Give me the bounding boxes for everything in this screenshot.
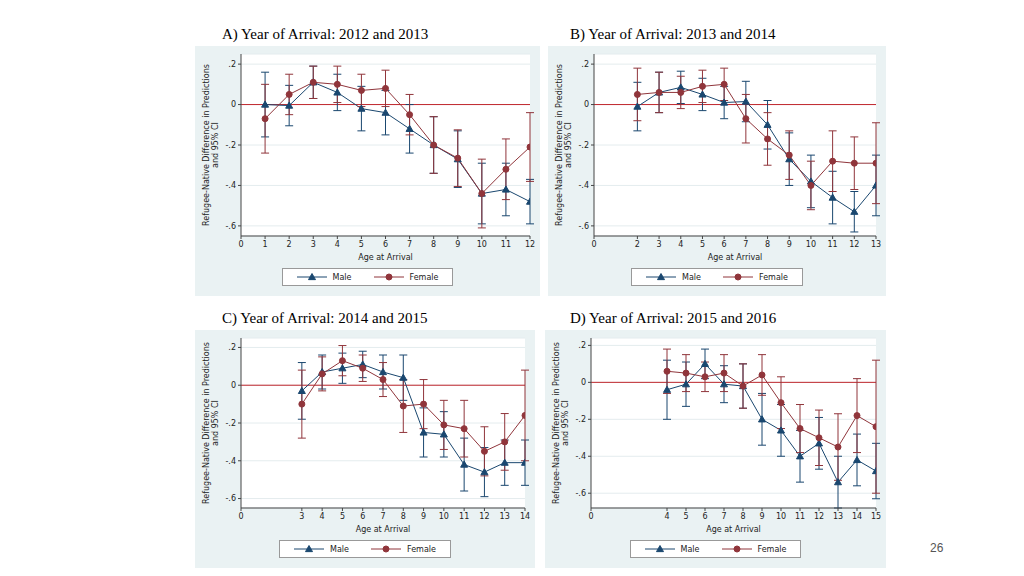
svg-text:13: 13 — [871, 240, 881, 249]
svg-text:10: 10 — [439, 512, 449, 521]
html-text:A) Year of Arrival: 2012 and 2: A) Year of Arrival: 2012 and 2013 — [222, 26, 429, 42]
html-text:26: 26 — [930, 541, 944, 555]
svg-text:5: 5 — [683, 512, 688, 521]
svg-text:Refugee-Native Difference in P: Refugee-Native Difference in Predictions… — [552, 342, 570, 504]
svg-text:5: 5 — [700, 240, 705, 249]
svg-text:-.2: -.2 — [578, 141, 589, 150]
svg-text:12: 12 — [849, 240, 859, 249]
svg-text:-.2: -.2 — [225, 419, 236, 428]
svg-text:0: 0 — [231, 100, 236, 109]
svg-text:Age at Arrival: Age at Arrival — [706, 525, 761, 534]
svg-text:11: 11 — [501, 240, 511, 249]
svg-text:0: 0 — [238, 240, 243, 249]
svg-text:0: 0 — [584, 100, 589, 109]
svg-text:4: 4 — [320, 512, 325, 521]
svg-text:1: 1 — [263, 240, 268, 249]
svg-text:.2: .2 — [581, 60, 589, 69]
html-text:Male: Male — [682, 272, 701, 282]
html-text:Male: Male — [332, 272, 352, 282]
svg-text:-.4: -.4 — [575, 452, 586, 461]
svg-text:-.6: -.6 — [225, 494, 236, 503]
svg-text:6: 6 — [722, 240, 727, 249]
svg-text:8: 8 — [431, 240, 436, 249]
html-text:D) Year of Arrival: 2015 and 2: D) Year of Arrival: 2015 and 2016 — [570, 310, 777, 326]
html-text:C) Year of Arrival: 2014 and 2: C) Year of Arrival: 2014 and 2015 — [222, 310, 428, 326]
svg-text:13: 13 — [500, 512, 510, 521]
svg-text:3: 3 — [299, 512, 304, 521]
svg-text:3: 3 — [657, 240, 662, 249]
svg-text:14: 14 — [852, 512, 862, 521]
svg-text:9: 9 — [421, 512, 426, 521]
svg-text:Refugee-Native Difference in P: Refugee-Native Difference in Predictions… — [202, 342, 220, 504]
svg-text:0: 0 — [588, 512, 593, 521]
svg-text:10: 10 — [477, 240, 487, 249]
svg-text:10: 10 — [806, 240, 816, 249]
svg-text:.2: .2 — [228, 60, 236, 69]
svg-text:12: 12 — [814, 512, 824, 521]
svg-text:7: 7 — [743, 240, 748, 249]
svg-text:6: 6 — [360, 512, 365, 521]
svg-text:-.4: -.4 — [225, 457, 236, 466]
svg-text:3: 3 — [311, 240, 316, 249]
svg-text:4: 4 — [664, 512, 669, 521]
svg-text:.2: .2 — [578, 341, 586, 350]
svg-text:4: 4 — [335, 240, 340, 249]
svg-text:7: 7 — [407, 240, 412, 249]
svg-text:8: 8 — [765, 240, 770, 249]
html-text:Female: Female — [409, 272, 439, 282]
svg-text:0: 0 — [591, 240, 596, 249]
svg-text:7: 7 — [721, 512, 726, 521]
svg-text:9: 9 — [455, 240, 460, 249]
svg-text:11: 11 — [795, 512, 805, 521]
svg-text:4: 4 — [678, 240, 683, 249]
svg-text:Age at Arrival: Age at Arrival — [358, 253, 413, 262]
svg-text:10: 10 — [776, 512, 786, 521]
html-text:B) Year of Arrival: 2013 and 2: B) Year of Arrival: 2013 and 2014 — [570, 26, 776, 42]
svg-text:11: 11 — [459, 512, 469, 521]
svg-text:6: 6 — [383, 240, 388, 249]
svg-text:8: 8 — [401, 512, 406, 521]
svg-text:2: 2 — [287, 240, 292, 249]
svg-text:13: 13 — [833, 512, 843, 521]
html-text:Female: Female — [757, 544, 787, 554]
html-text:Male: Male — [680, 544, 700, 554]
svg-text:6: 6 — [702, 512, 707, 521]
svg-text:-.6: -.6 — [575, 489, 586, 498]
svg-text:Age at Arrival: Age at Arrival — [708, 253, 763, 262]
svg-text:0: 0 — [581, 378, 586, 387]
svg-text:11: 11 — [828, 240, 838, 249]
svg-text:-.4: -.4 — [225, 181, 236, 190]
svg-text:Age at Arrival: Age at Arrival — [356, 525, 411, 534]
html-text:Female: Female — [407, 544, 436, 554]
html-text:Male: Male — [330, 544, 349, 554]
svg-text:Refugee-Native Difference in P: Refugee-Native Difference in Predictions… — [555, 64, 573, 226]
svg-text:14: 14 — [520, 512, 530, 521]
svg-text:12: 12 — [525, 240, 535, 249]
svg-text:7: 7 — [380, 512, 385, 521]
svg-text:8: 8 — [740, 512, 745, 521]
svg-text:15: 15 — [871, 512, 881, 521]
svg-text:9: 9 — [787, 240, 792, 249]
svg-text:-.4: -.4 — [578, 181, 589, 190]
html-text:Female: Female — [759, 272, 788, 282]
svg-text:-.2: -.2 — [575, 415, 586, 424]
svg-text:-.6: -.6 — [225, 222, 236, 231]
svg-text:.2: .2 — [228, 343, 236, 352]
svg-text:0: 0 — [238, 512, 243, 521]
svg-text:0: 0 — [231, 381, 236, 390]
svg-text:12: 12 — [479, 512, 489, 521]
svg-text:5: 5 — [340, 512, 345, 521]
svg-text:-.6: -.6 — [578, 222, 589, 231]
svg-text:2: 2 — [635, 240, 640, 249]
svg-text:Refugee-Native Difference in P: Refugee-Native Difference in Predictions… — [202, 64, 220, 226]
svg-text:9: 9 — [759, 512, 764, 521]
svg-text:5: 5 — [359, 240, 364, 249]
svg-text:-.2: -.2 — [225, 141, 236, 150]
